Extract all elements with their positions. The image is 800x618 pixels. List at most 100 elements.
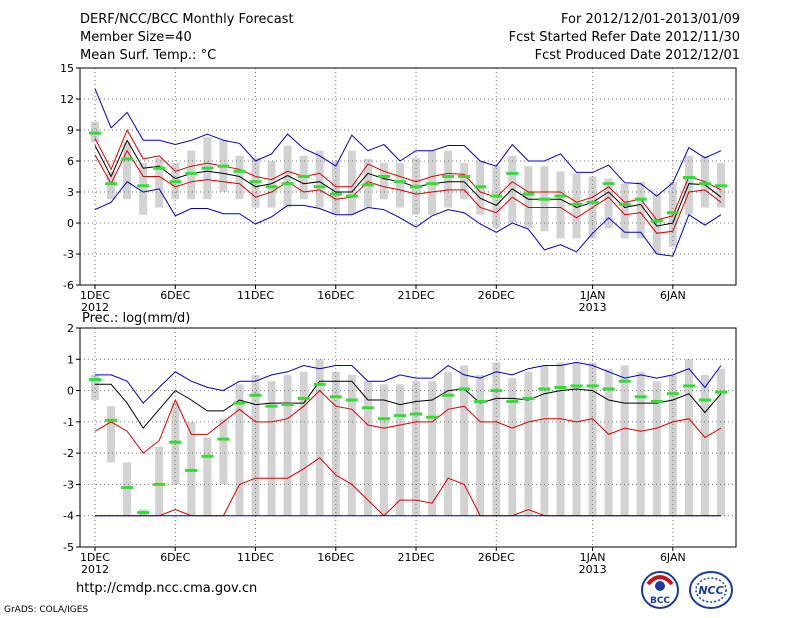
median-mark <box>169 440 182 444</box>
median-mark <box>442 175 455 178</box>
median-mark <box>506 400 519 403</box>
ensemble-box <box>636 181 645 239</box>
ensemble-box <box>315 150 324 208</box>
ensemble-box <box>331 161 340 215</box>
ensemble-box <box>219 418 228 485</box>
median-mark <box>666 211 679 215</box>
median-mark <box>137 184 150 188</box>
median-mark <box>185 468 198 472</box>
median-mark <box>297 175 310 178</box>
median-mark <box>650 400 663 403</box>
ensemble-box <box>171 403 180 485</box>
median-mark <box>201 454 214 458</box>
ensemble-box <box>331 371 340 516</box>
median-mark <box>121 486 134 490</box>
ensemble-box <box>347 150 356 215</box>
y-tick-label: -2 <box>63 447 74 460</box>
series-line-max <box>94 88 722 197</box>
median-mark <box>313 382 326 386</box>
ensemble-box <box>91 374 99 400</box>
median-mark <box>474 400 487 403</box>
median-mark <box>394 414 406 418</box>
ensemble-box <box>588 362 597 516</box>
ensemble-box <box>556 362 565 516</box>
plot-frame <box>79 327 737 548</box>
y-tick-label: 12 <box>60 93 74 106</box>
ensemble-box <box>235 155 244 200</box>
x-tick-label: 26DEC <box>478 551 515 564</box>
median-mark <box>169 180 182 184</box>
median-mark <box>394 180 406 184</box>
y-tick-label: -3 <box>63 248 74 261</box>
ensemble-box <box>572 362 581 516</box>
median-mark <box>715 390 727 394</box>
ensemble-box <box>572 173 581 239</box>
forecast-start-date: Fcst Started Refer Date 2012/11/30 <box>508 30 740 45</box>
ensemble-box <box>347 374 356 516</box>
ensemble-box <box>620 183 629 239</box>
median-mark <box>281 403 294 407</box>
median-mark <box>522 192 535 196</box>
ensemble-box <box>363 381 372 516</box>
variable-label: Mean Surf. Temp.: °C <box>80 48 217 63</box>
median-mark <box>201 166 214 170</box>
ensemble-box <box>652 381 661 516</box>
median-mark <box>249 180 262 184</box>
y-tick-label: -3 <box>63 478 74 491</box>
median-mark <box>265 185 278 189</box>
member-size-label: Member Size=40 <box>80 30 192 45</box>
y-tick-label: -1 <box>63 416 74 429</box>
ensemble-box <box>139 163 148 215</box>
ensemble-box <box>428 381 437 516</box>
ensemble-box <box>684 359 693 516</box>
median-mark <box>570 202 583 206</box>
x-tick-label: 6DEC <box>160 289 190 302</box>
ensemble-box <box>460 365 469 516</box>
ensemble-box <box>668 374 677 516</box>
ensemble-box <box>508 378 517 516</box>
ensemble-box <box>107 171 116 200</box>
ensemble-box <box>267 161 276 208</box>
median-mark <box>345 194 358 198</box>
precipitation-title: Prec.: log(mm/d) <box>82 311 190 326</box>
median-mark <box>105 418 118 422</box>
x-tick-label: 1DEC <box>80 289 110 302</box>
median-mark <box>233 169 246 173</box>
y-tick-label: -6 <box>63 279 74 292</box>
median-mark <box>698 398 711 402</box>
x-tick-label: 26DEC <box>478 289 515 302</box>
median-mark <box>538 197 551 201</box>
x-tick-label: 6DEC <box>160 551 190 564</box>
median-mark <box>506 171 519 175</box>
median-mark <box>249 393 262 397</box>
ensemble-box <box>684 155 693 215</box>
forecast-period: For 2012/12/01-2013/01/09 <box>561 12 740 27</box>
y-tick-label: 0 <box>67 217 74 230</box>
temperature-panel: -6 -3 0 3 6 9 12 15 1DEC 6DEC 11DEC 16DEC 21DEC 26DEC… <box>60 62 737 314</box>
source-url[interactable]: http://cmdp.ncc.cma.gov.cn <box>76 581 258 596</box>
x-tick-label: 6JAN <box>660 289 686 302</box>
ensemble-box <box>187 150 196 200</box>
x-tick-label: 16DEC <box>317 289 354 302</box>
median-mark <box>217 164 230 168</box>
svg-text:NCC: NCC <box>698 584 723 597</box>
series-line-mean <box>95 380 722 429</box>
median-mark <box>410 412 422 416</box>
ensemble-box <box>235 384 244 516</box>
ensemble-box <box>620 365 629 516</box>
median-mark <box>490 389 503 393</box>
y-tick-label: 1 <box>67 353 74 366</box>
x-tick-label: 16DEC <box>317 551 354 564</box>
median-mark <box>522 396 535 400</box>
ensemble-box <box>396 384 404 516</box>
ensemble-box <box>379 163 388 200</box>
median-mark <box>265 404 278 408</box>
y-tick-label: 9 <box>67 124 74 137</box>
series-line-spread_low <box>94 149 722 234</box>
ensemble-box <box>668 181 677 247</box>
x-tick-label: 11DEC <box>237 289 274 302</box>
ensemble-box <box>476 374 485 516</box>
median-mark <box>345 398 358 402</box>
median-mark <box>442 393 455 397</box>
median-mark <box>474 185 487 189</box>
